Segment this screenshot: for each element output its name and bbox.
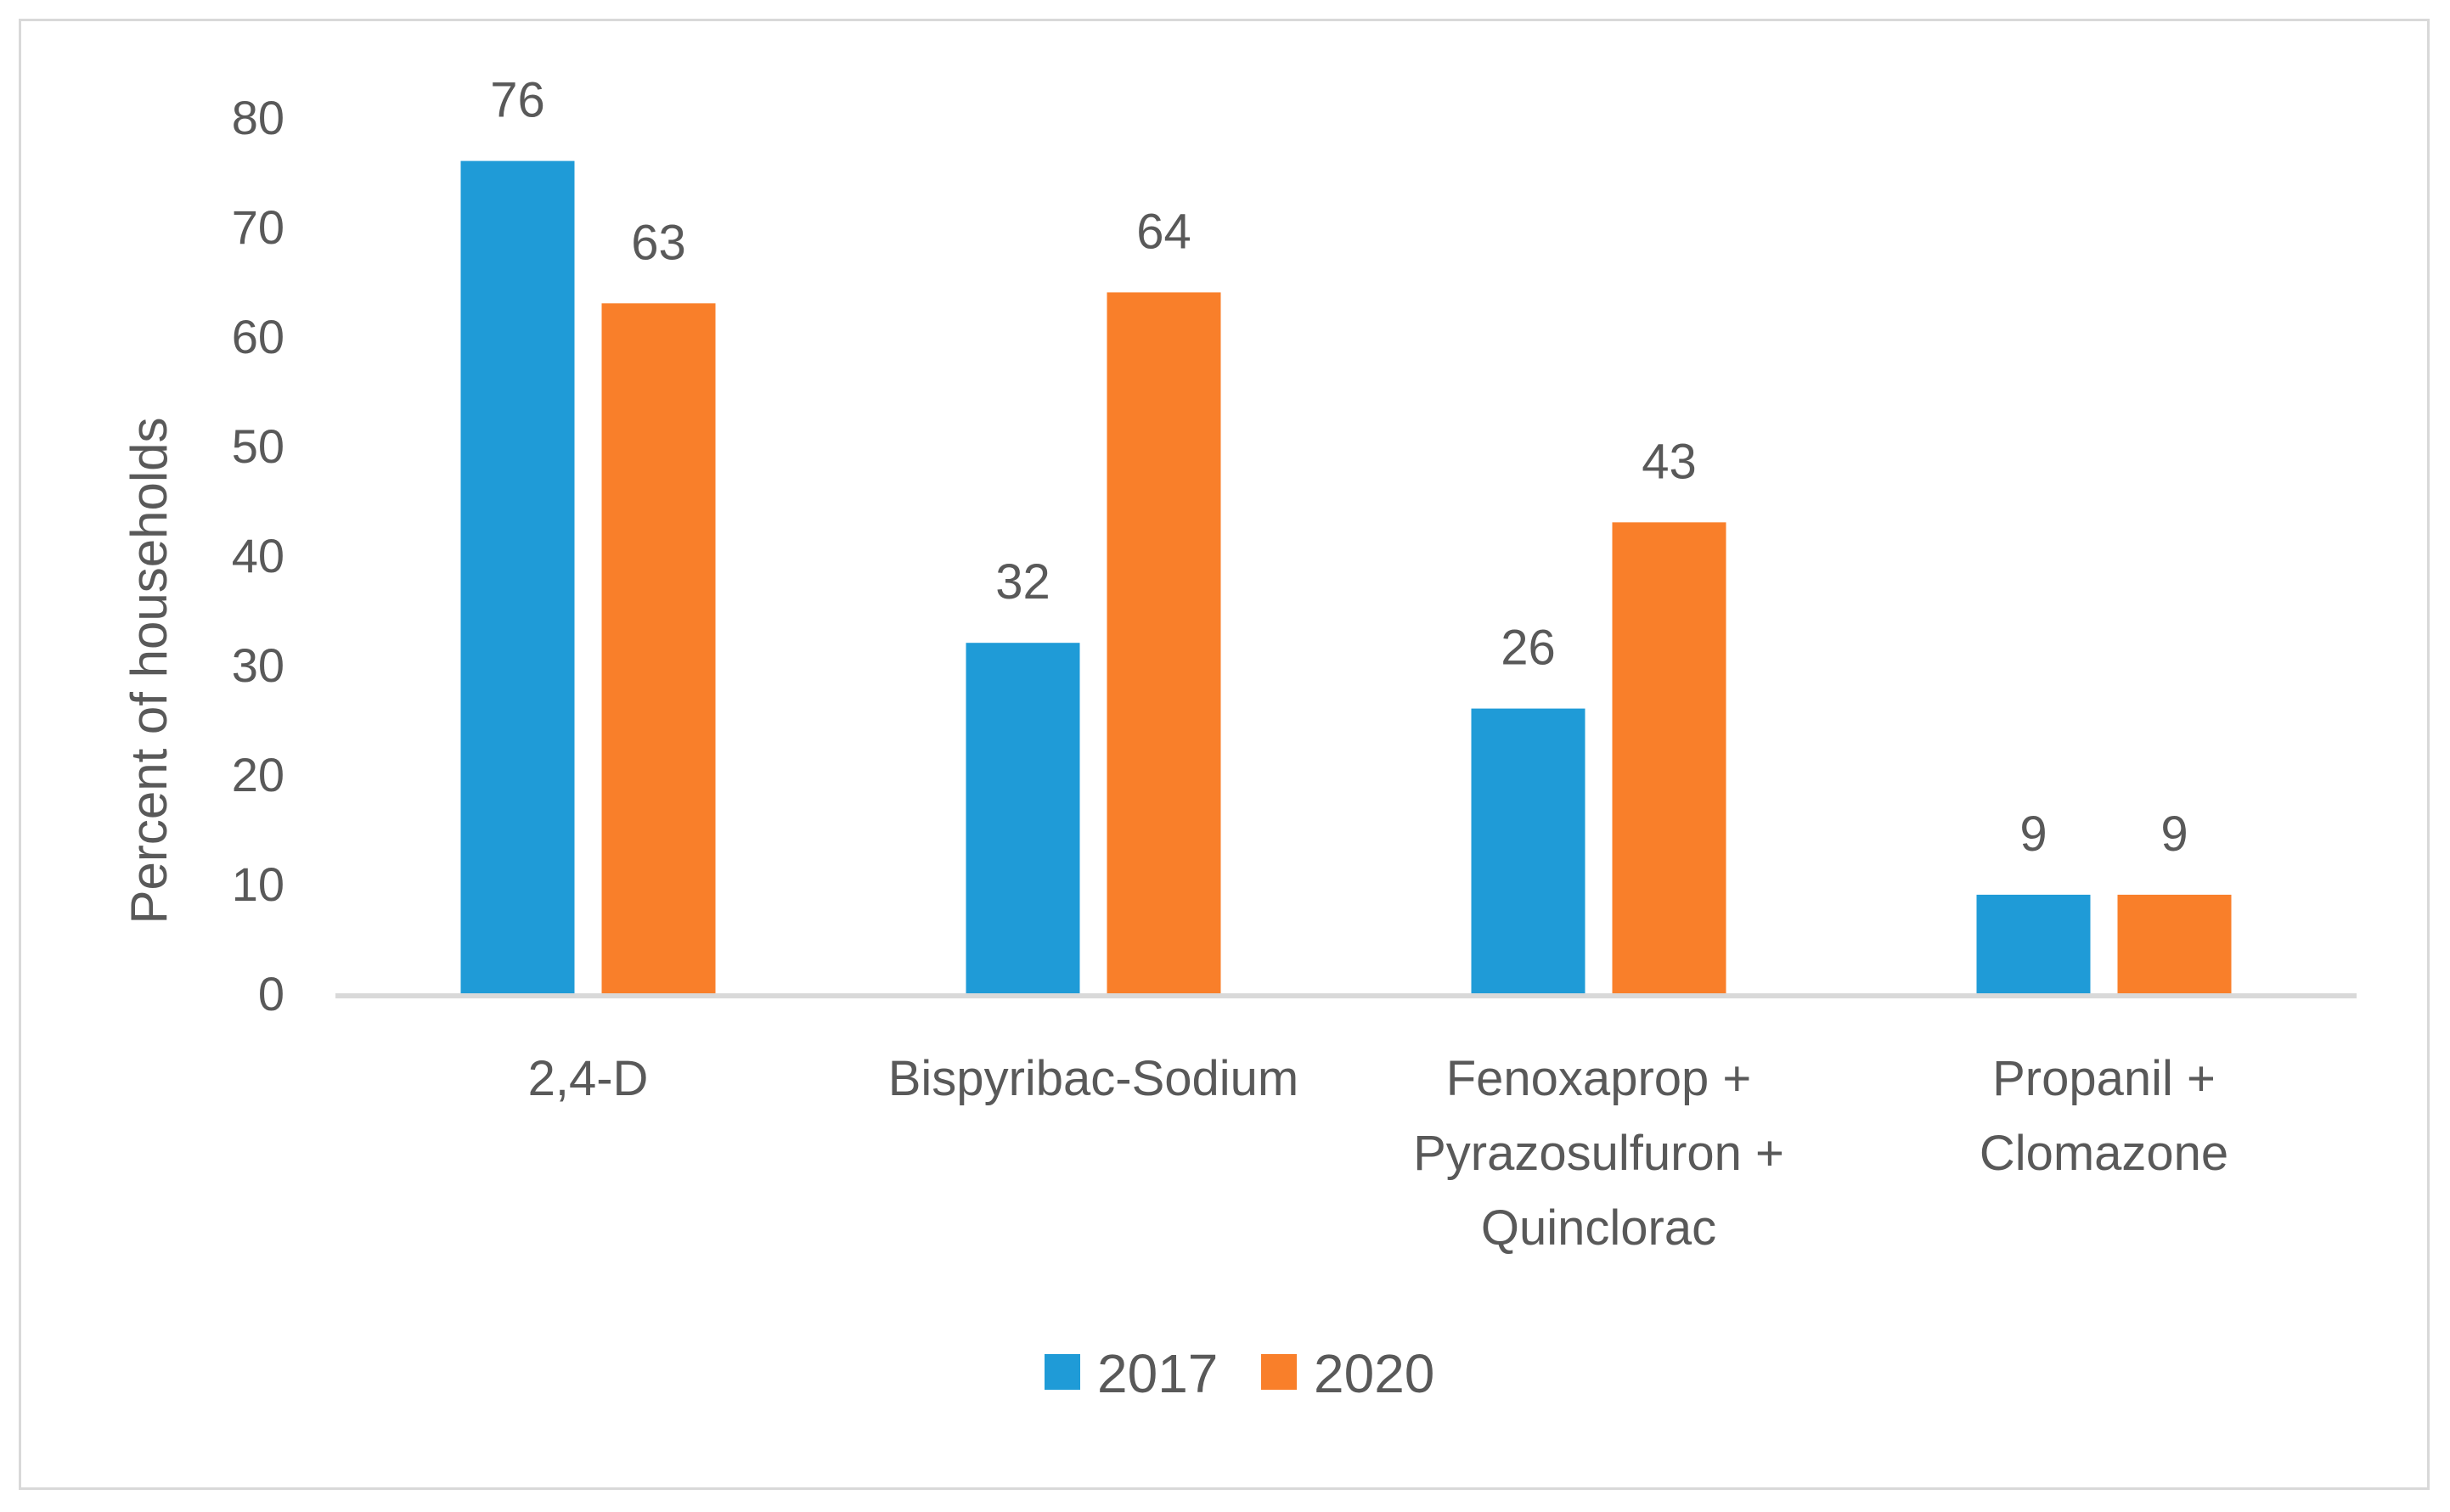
y-tick-label: 30: [232, 638, 284, 692]
data-labels: 76 32 26 9 63 64 43 9: [490, 73, 2188, 862]
y-tick-label: 80: [232, 91, 284, 144]
y-axis-ticks: 0 10 20 30 40 50 60 70 80: [232, 91, 284, 1020]
category-labels: 2,4-D Bispyribac-Sodium Fenoxaprop + Pyrazo…: [528, 1051, 2229, 1256]
bar-2020-1: [1107, 292, 1221, 993]
bar-2020-0: [601, 303, 716, 993]
y-tick-label: 40: [232, 529, 284, 582]
bar-2017-3: [1976, 894, 2091, 993]
category-label: Bispyribac-Sodium: [888, 1051, 1299, 1106]
data-label-2017-0: 76: [490, 73, 545, 128]
y-tick-label: 10: [232, 857, 284, 911]
chart-frame: [19, 19, 2430, 1490]
bar-2020-2: [1612, 522, 1726, 993]
legend-label-2017: 2017: [1097, 1343, 1218, 1404]
category-label: Fenoxaprop +: [1446, 1051, 1752, 1106]
y-tick-label: 0: [258, 967, 284, 1020]
bar-2020-3: [2117, 894, 2232, 993]
bar-2017-0: [460, 160, 575, 994]
y-axis-title-group: Percent of households: [121, 417, 177, 924]
bar-2017-2: [1471, 708, 1585, 993]
legend: 2017 2020: [1045, 1343, 1434, 1404]
y-tick-label: 60: [232, 310, 284, 363]
y-tick-label: 20: [232, 748, 284, 801]
data-label-2020-0: 63: [631, 215, 686, 270]
data-label-2020-3: 9: [2160, 807, 2188, 862]
legend-label-2020: 2020: [1314, 1343, 1434, 1404]
legend-swatch-2017: [1045, 1354, 1080, 1390]
data-label-2020-1: 64: [1136, 204, 1191, 259]
data-label-2017-2: 26: [1501, 621, 1556, 676]
category-label: 2,4-D: [528, 1051, 649, 1106]
category-label: Clomazone: [1980, 1126, 2228, 1181]
legend-swatch-2020: [1261, 1354, 1297, 1390]
data-label-2017-3: 9: [2019, 807, 2047, 862]
y-tick-label: 70: [232, 200, 284, 254]
data-label-2020-2: 43: [1642, 434, 1697, 489]
bars: [460, 160, 2232, 994]
y-axis-title: Percent of households: [121, 417, 177, 924]
category-label: Propanil +: [1992, 1051, 2216, 1106]
data-label-2017-1: 32: [995, 554, 1050, 610]
category-label: Pyrazosulfuron +: [1413, 1126, 1784, 1181]
y-tick-label: 50: [232, 419, 284, 473]
category-label: Quinclorac: [1481, 1200, 1716, 1256]
bar-2017-1: [966, 643, 1080, 993]
